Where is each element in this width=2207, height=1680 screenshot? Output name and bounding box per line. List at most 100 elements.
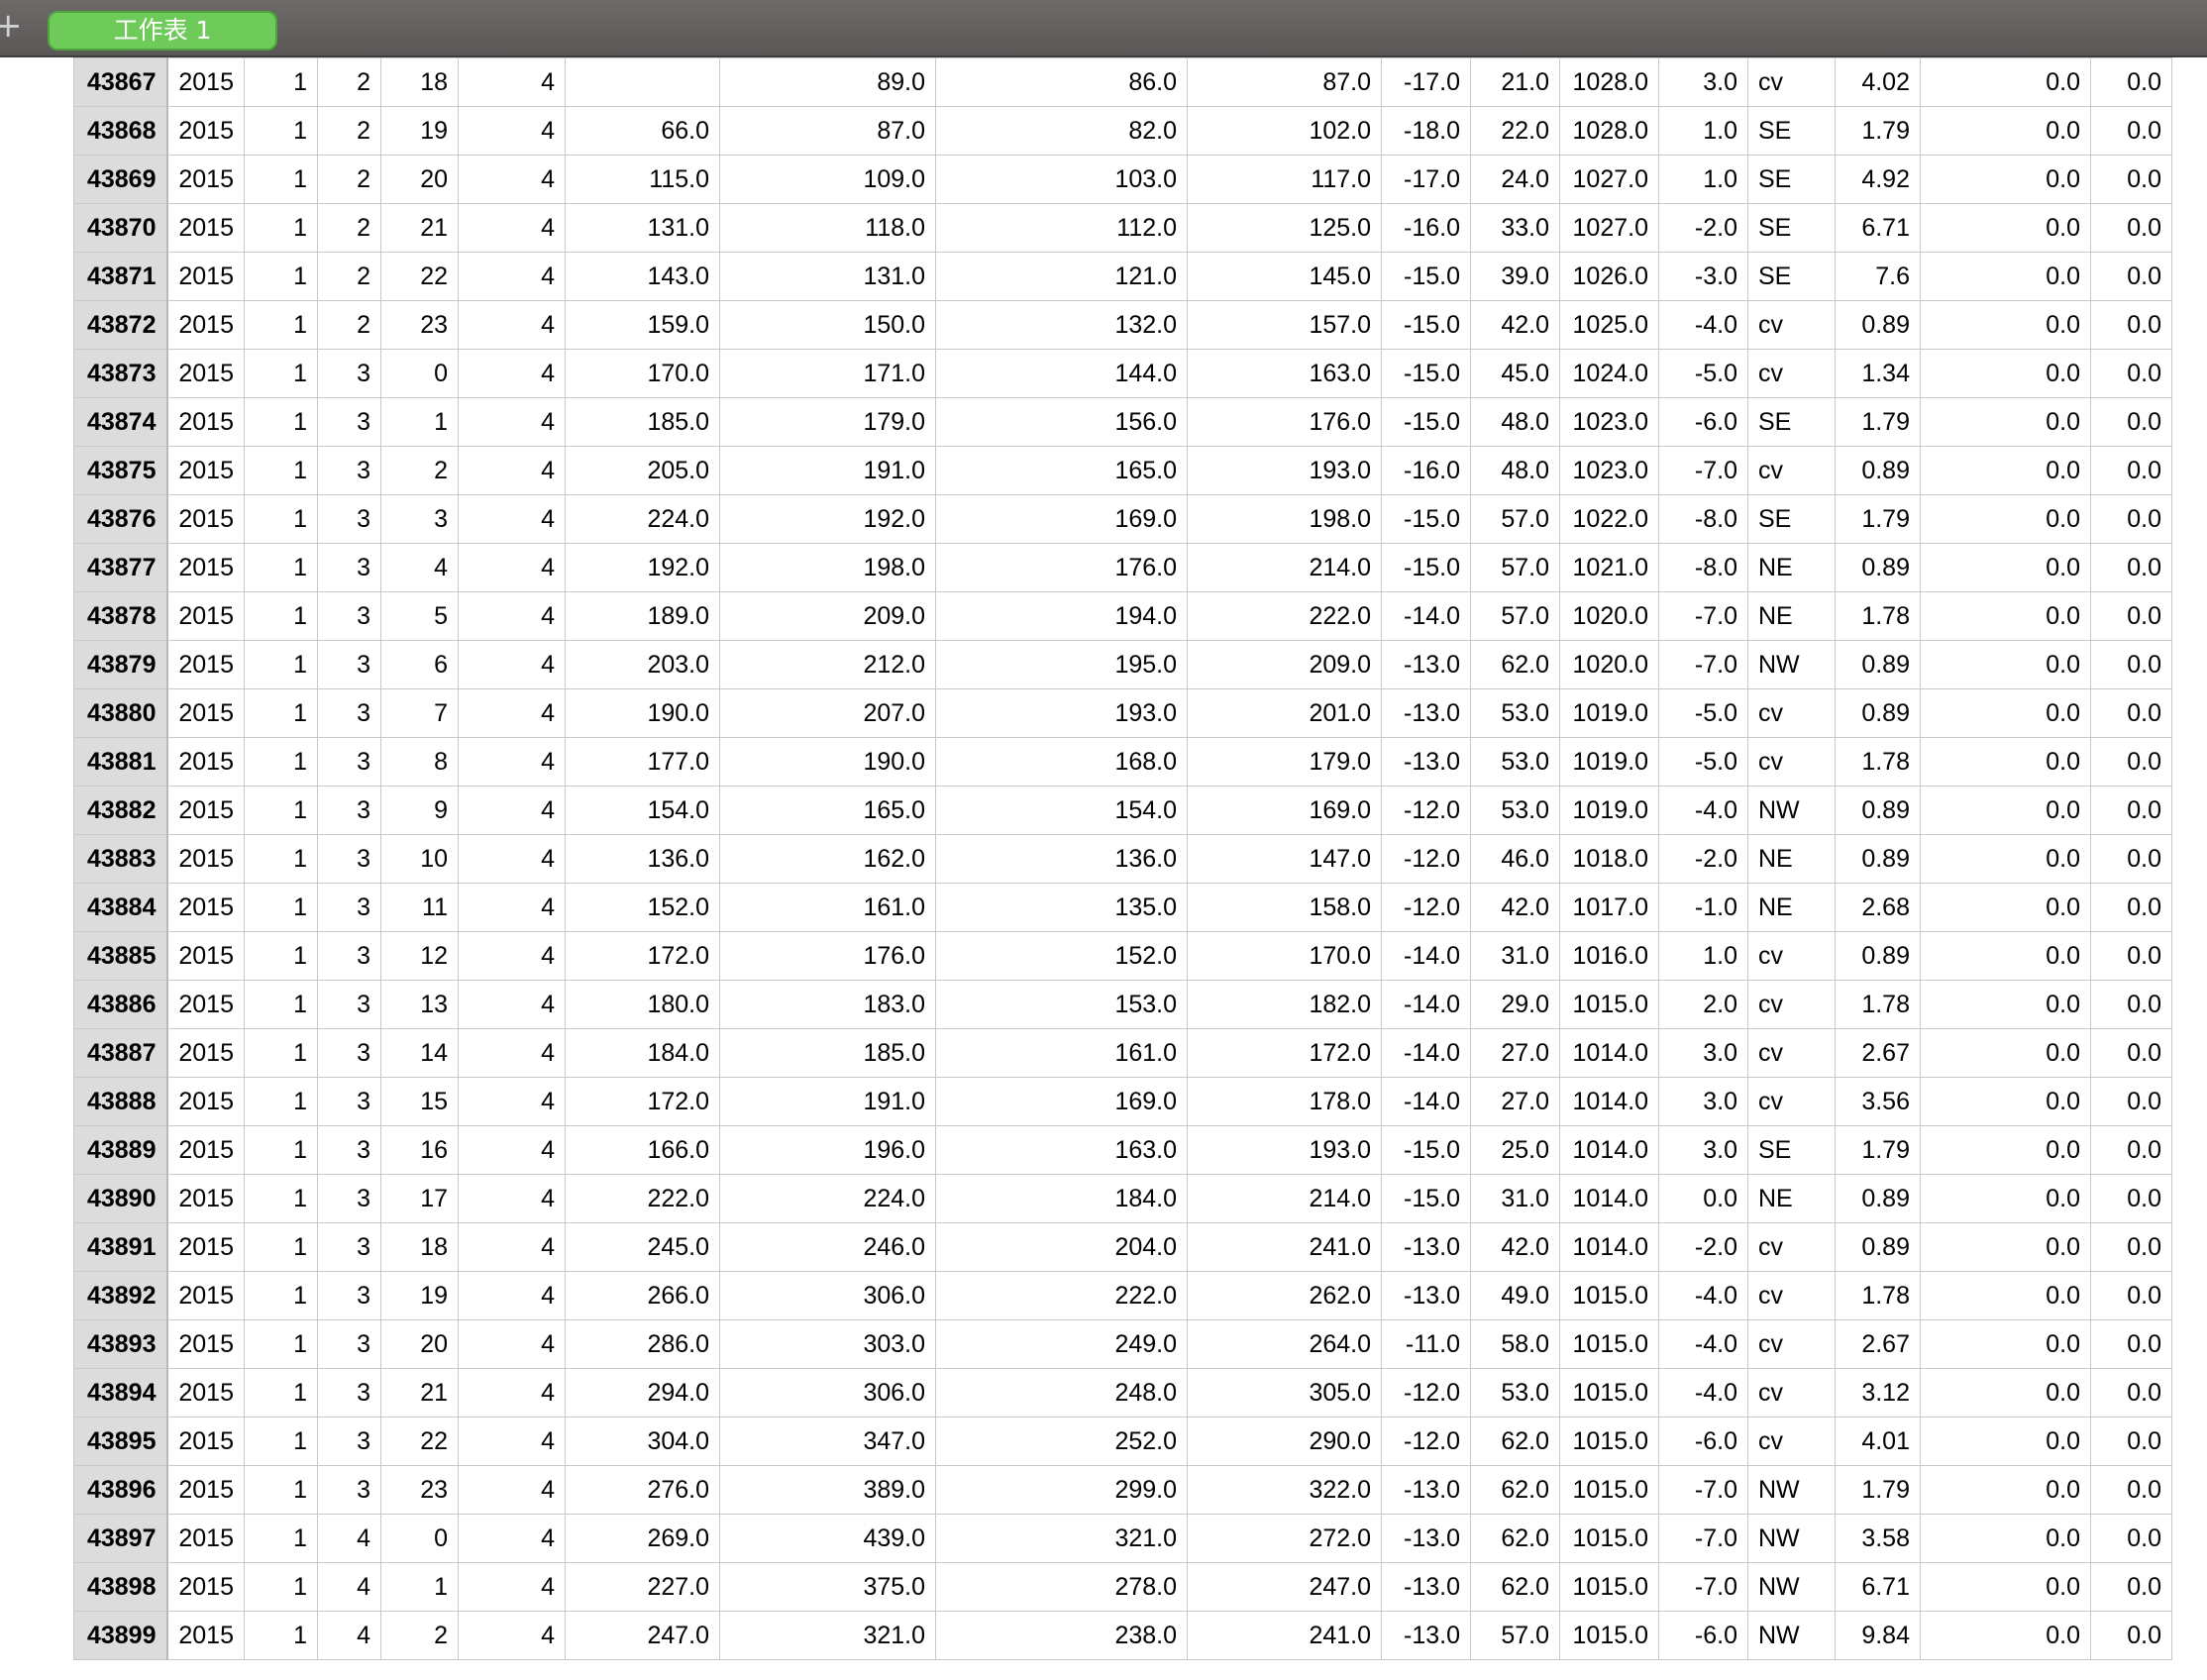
table-cell[interactable]: 0.0 — [1920, 737, 2091, 787]
table-cell[interactable]: 2.67 — [1835, 1319, 1921, 1369]
row-header[interactable]: 43889 — [73, 1125, 168, 1175]
table-cell[interactable]: 3 — [317, 397, 381, 447]
table-cell[interactable]: 159.0 — [565, 300, 720, 350]
table-cell[interactable]: 190.0 — [719, 737, 936, 787]
table-cell[interactable]: 0.0 — [2090, 786, 2172, 835]
table-cell[interactable]: 162.0 — [719, 834, 936, 884]
row-header[interactable]: 43899 — [73, 1611, 168, 1660]
table-row[interactable]: 43875 2015 1 3 2 4 205.0 191.0 165.0 193.0 -16.0 48… — [73, 446, 2172, 495]
table-cell[interactable]: 1021.0 — [1559, 543, 1659, 592]
table-cell[interactable]: 31.0 — [1470, 931, 1560, 981]
table-cell[interactable]: -4.0 — [1658, 1271, 1748, 1320]
table-cell[interactable]: 322.0 — [1187, 1465, 1382, 1515]
table-cell[interactable]: 1014.0 — [1559, 1125, 1659, 1175]
table-cell[interactable]: 2015 — [166, 203, 245, 253]
row-header[interactable]: 43874 — [73, 397, 168, 447]
table-row[interactable]: 43871 2015 1 2 22 4 143.0 131.0 121.0 145.0 -15.0 3… — [73, 252, 2172, 301]
table-cell[interactable]: 178.0 — [1187, 1077, 1382, 1126]
table-cell[interactable]: 0.89 — [1835, 300, 1921, 350]
table-cell[interactable]: 29.0 — [1470, 980, 1560, 1029]
table-cell[interactable]: 1028.0 — [1559, 57, 1659, 107]
row-header[interactable]: 43896 — [73, 1465, 168, 1515]
table-cell[interactable]: 1026.0 — [1559, 252, 1659, 301]
table-cell[interactable]: 0.0 — [2090, 57, 2172, 107]
table-cell[interactable]: 4 — [317, 1562, 381, 1612]
row-header[interactable]: 43884 — [73, 883, 168, 932]
table-cell[interactable]: -2.0 — [1658, 1222, 1748, 1272]
row-header[interactable]: 43881 — [73, 737, 168, 787]
table-cell[interactable]: 5 — [380, 591, 459, 641]
table-cell[interactable]: -1.0 — [1658, 883, 1748, 932]
table-cell[interactable]: 3 — [317, 591, 381, 641]
table-cell[interactable]: 82.0 — [935, 106, 1188, 156]
table-cell[interactable]: 169.0 — [935, 1077, 1188, 1126]
table-cell[interactable]: 1 — [244, 883, 318, 932]
table-cell[interactable]: cv — [1747, 446, 1836, 495]
table-cell[interactable]: 306.0 — [719, 1368, 936, 1418]
table-cell[interactable]: -13.0 — [1381, 1222, 1471, 1272]
table-cell[interactable]: 46.0 — [1470, 834, 1560, 884]
table-cell[interactable]: 0.89 — [1835, 1222, 1921, 1272]
table-cell[interactable]: 154.0 — [935, 786, 1188, 835]
table-cell[interactable]: 198.0 — [1187, 494, 1382, 544]
table-cell[interactable]: 248.0 — [935, 1368, 1188, 1418]
table-cell[interactable]: 3 — [317, 1028, 381, 1078]
table-cell[interactable]: 2 — [380, 446, 459, 495]
table-row[interactable]: 43882 2015 1 3 9 4 154.0 165.0 154.0 169.0 -12.0 53… — [73, 786, 2172, 835]
table-cell[interactable]: 22 — [380, 1417, 459, 1466]
table-cell[interactable]: 0.0 — [1920, 494, 2091, 544]
table-cell[interactable]: 3 — [317, 1174, 381, 1223]
table-cell[interactable]: 1019.0 — [1559, 786, 1659, 835]
table-cell[interactable]: 1.79 — [1835, 1465, 1921, 1515]
table-cell[interactable]: 177.0 — [565, 737, 720, 787]
table-cell[interactable]: -14.0 — [1381, 1028, 1471, 1078]
row-header[interactable]: 43885 — [73, 931, 168, 981]
table-cell[interactable]: 1014.0 — [1559, 1028, 1659, 1078]
table-cell[interactable]: 3 — [317, 1319, 381, 1369]
table-cell[interactable]: -13.0 — [1381, 737, 1471, 787]
table-cell[interactable]: 103.0 — [935, 155, 1188, 204]
table-cell[interactable]: 3.0 — [1658, 1125, 1748, 1175]
table-cell[interactable]: 20 — [380, 1319, 459, 1369]
table-cell[interactable]: -18.0 — [1381, 106, 1471, 156]
table-row[interactable]: 43873 2015 1 3 0 4 170.0 171.0 144.0 163.0 -15.0 45… — [73, 349, 2172, 398]
table-cell[interactable]: 168.0 — [935, 737, 1188, 787]
row-header[interactable]: 43870 — [73, 203, 168, 253]
table-cell[interactable]: 118.0 — [719, 203, 936, 253]
table-cell[interactable]: 222.0 — [935, 1271, 1188, 1320]
table-cell[interactable]: -15.0 — [1381, 1125, 1471, 1175]
table-cell[interactable]: 23 — [380, 300, 459, 350]
table-cell[interactable]: 194.0 — [935, 591, 1188, 641]
table-cell[interactable]: 4 — [317, 1514, 381, 1563]
table-cell[interactable]: 1.0 — [1658, 155, 1748, 204]
table-cell[interactable]: 3 — [317, 1417, 381, 1466]
table-cell[interactable]: 0.0 — [1920, 543, 2091, 592]
table-cell[interactable]: SE — [1747, 155, 1836, 204]
table-cell[interactable]: cv — [1747, 1222, 1836, 1272]
table-row[interactable]: 43868 2015 1 2 19 4 66.0 87.0 82.0 102.0 -18.0 22.0… — [73, 106, 2172, 156]
table-cell[interactable]: 0.0 — [2090, 883, 2172, 932]
table-cell[interactable]: 165.0 — [935, 446, 1188, 495]
table-cell[interactable]: 53.0 — [1470, 1368, 1560, 1418]
plus-icon[interactable]: + — [0, 6, 23, 46]
row-header[interactable]: 43893 — [73, 1319, 168, 1369]
table-cell[interactable]: 131.0 — [719, 252, 936, 301]
table-cell[interactable]: 27.0 — [1470, 1077, 1560, 1126]
table-cell[interactable]: 3.56 — [1835, 1077, 1921, 1126]
table-cell[interactable]: 3 — [317, 931, 381, 981]
table-cell[interactable]: 209.0 — [1187, 640, 1382, 689]
table-cell[interactable]: 4.92 — [1835, 155, 1921, 204]
table-cell[interactable]: 4 — [458, 1514, 566, 1563]
table-cell[interactable]: -14.0 — [1381, 1077, 1471, 1126]
table-cell[interactable]: 1 — [244, 980, 318, 1029]
table-cell[interactable]: -13.0 — [1381, 688, 1471, 738]
table-cell[interactable]: -16.0 — [1381, 446, 1471, 495]
table-cell[interactable]: 6 — [380, 640, 459, 689]
table-cell[interactable]: 42.0 — [1470, 300, 1560, 350]
table-cell[interactable]: 1 — [244, 688, 318, 738]
table-row[interactable]: 43884 2015 1 3 11 4 152.0 161.0 135.0 158.0 -12.0 4… — [73, 883, 2172, 932]
table-cell[interactable]: 4 — [380, 543, 459, 592]
table-cell[interactable]: -12.0 — [1381, 834, 1471, 884]
table-cell[interactable]: 3.58 — [1835, 1514, 1921, 1563]
table-cell[interactable]: 117.0 — [1187, 155, 1382, 204]
